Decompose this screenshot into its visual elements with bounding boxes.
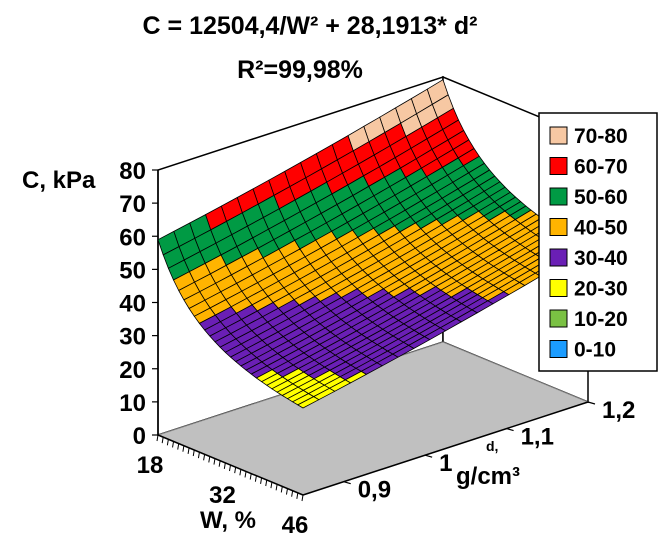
- x-tick-mark: [255, 476, 256, 482]
- y-tick-mark: [588, 402, 595, 404]
- x-tick-mark: [271, 482, 272, 488]
- z-tick-label: 0: [133, 423, 146, 450]
- x-tick-label: 32: [209, 482, 236, 509]
- y-axis-label: g/cm³: [456, 463, 520, 490]
- y-tick-label: 1,1: [521, 424, 554, 451]
- legend-swatch: [550, 249, 567, 266]
- legend-box: [539, 113, 657, 371]
- legend-label: 50-60: [574, 186, 628, 209]
- x-tick-mark: [162, 437, 163, 443]
- legend-label: 0-10: [574, 339, 616, 362]
- x-tick-label: 18: [137, 452, 164, 479]
- x-tick-mark: [302, 495, 303, 501]
- chart-title: C = 12504,4/W² + 28,1913* d²: [143, 12, 478, 40]
- x-tick-mark: [235, 467, 236, 473]
- chart-subtitle: R²=99,98%: [237, 56, 363, 84]
- z-tick-label: 30: [119, 324, 146, 351]
- legend-label: 30-40: [574, 247, 628, 270]
- x-tick-mark: [230, 465, 231, 471]
- x-tick-mark: [297, 493, 298, 499]
- legend-label: 40-50: [574, 217, 628, 240]
- x-tick-mark: [281, 486, 282, 492]
- y-axis-symbol: d,: [486, 438, 498, 454]
- legend-label: 20-30: [574, 278, 628, 301]
- x-tick-mark: [276, 484, 277, 490]
- x-tick-mark: [188, 448, 189, 454]
- z-tick-label: 20: [119, 357, 146, 384]
- x-tick-mark: [219, 461, 220, 467]
- x-tick-label: 46: [282, 512, 309, 539]
- legend-swatch: [550, 310, 567, 327]
- x-tick-mark: [292, 491, 293, 497]
- x-tick-mark: [214, 459, 215, 465]
- x-tick-mark: [198, 452, 199, 458]
- legend-label: 10-20: [574, 308, 628, 331]
- z-axis-label: C, kPa: [22, 167, 96, 194]
- z-tick-label: 50: [119, 257, 146, 284]
- z-tick-label: 40: [119, 291, 146, 318]
- legend-swatch: [550, 158, 567, 175]
- legend-swatch: [550, 280, 567, 297]
- y-tick-mark: [507, 429, 514, 431]
- legend-label: 60-70: [574, 156, 628, 179]
- z-tick-label: 80: [119, 158, 146, 185]
- y-tick-label: 1,2: [602, 397, 635, 424]
- z-tick-label: 60: [119, 224, 146, 251]
- y-tick-label: 0,9: [358, 477, 391, 504]
- y-tick-label: 1: [439, 450, 452, 477]
- x-tick-mark: [286, 489, 287, 495]
- x-tick-mark: [224, 463, 225, 469]
- x-tick-mark: [173, 441, 174, 447]
- x-tick-mark: [167, 439, 168, 445]
- y-tick-mark: [344, 482, 351, 484]
- x-tick-mark: [245, 471, 246, 477]
- x-axis-label: W, %: [200, 507, 256, 534]
- x-tick-mark: [157, 435, 158, 441]
- y-tick-mark: [425, 455, 432, 457]
- legend: 70-80 60-70 50-60 40-50 30-40 20-30 10-20 0-10: [539, 113, 657, 371]
- legend-swatch: [550, 219, 567, 236]
- x-tick-mark: [183, 446, 184, 452]
- legend-label: 70-80: [574, 125, 628, 148]
- x-tick-mark: [204, 454, 205, 460]
- x-tick-mark: [250, 474, 251, 480]
- x-tick-mark: [240, 469, 241, 475]
- x-tick-mark: [266, 480, 267, 486]
- x-tick-mark: [209, 456, 210, 462]
- legend-swatch: [550, 127, 567, 144]
- legend-swatch: [550, 188, 567, 205]
- legend-swatch: [550, 341, 567, 358]
- z-tick-label: 10: [119, 390, 146, 417]
- x-tick-mark: [178, 444, 179, 450]
- x-tick-mark: [261, 478, 262, 484]
- z-tick-label: 70: [119, 191, 146, 218]
- x-tick-mark: [193, 450, 194, 456]
